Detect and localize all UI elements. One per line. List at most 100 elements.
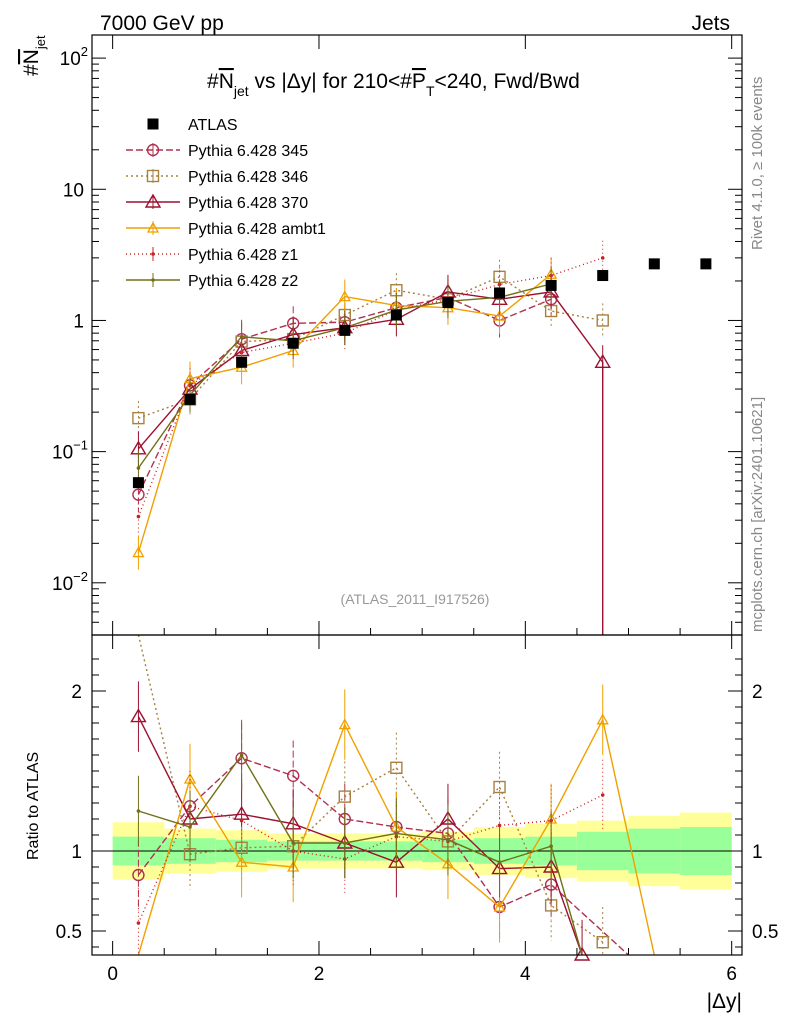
main-y-tick-label: 10−1 (52, 438, 88, 464)
title-t-sub: T (426, 83, 435, 99)
axes-ticks: 0 2 4 6 10−2 10−1 1 10 102 0.5 0.5 1 1 2 2 (52, 35, 778, 985)
watermark: (ATLAS_2011_I917526) (341, 591, 490, 607)
series-point-main (239, 335, 244, 339)
legend-label: Pythia 6.428 346 (188, 169, 308, 186)
ylabel-sub: jet (33, 35, 48, 50)
series-point-ratio (549, 844, 553, 848)
title-p: P (412, 70, 426, 93)
series-point-ratio (596, 713, 609, 725)
x-tick-label: 4 (520, 964, 531, 985)
title-jet-sub: jet (233, 83, 249, 99)
data-point (390, 309, 402, 321)
series-point-ratio (291, 841, 295, 845)
ratio-y-label: Ratio to ATLAS (25, 752, 42, 860)
x-axis-label: |Δy| (707, 990, 742, 1013)
series-point-ratio (235, 855, 248, 867)
legend-marker (146, 221, 160, 233)
data-point (597, 270, 609, 282)
series-line-main (137, 257, 603, 517)
series-point-ratio (497, 823, 502, 828)
series-point-main (338, 290, 351, 302)
ratio-y-tick-label-right: 2 (752, 682, 763, 703)
title-mid: vs |Δy| for 210<# (249, 70, 413, 93)
series-point-ratio (342, 841, 347, 845)
series-point-main (132, 411, 145, 425)
series-line-ratio (137, 634, 604, 943)
legend-marker (151, 278, 155, 282)
series-point-ratio (130, 708, 147, 723)
legend-label: Pythia 6.428 345 (188, 143, 308, 160)
series-point-ratio (493, 780, 506, 794)
x-tick-label: 0 (107, 964, 118, 985)
legend-marker (146, 169, 160, 183)
title-n: N (219, 70, 234, 93)
data-point (648, 258, 660, 270)
main-y-tick-label: 10 (63, 180, 84, 201)
plot-title: #Njet vs |Δy| for 210<#PT<240, Fwd/Bwd (207, 70, 580, 99)
legend-marker (147, 118, 159, 130)
series-point-main (493, 309, 506, 321)
data-point (132, 477, 144, 489)
legend-marker (151, 252, 155, 256)
legend-label: Pythia 6.428 ambt1 (188, 221, 326, 238)
header-left: 7000 GeV pp (100, 12, 224, 35)
series-point-ratio (596, 936, 609, 949)
series-point-main (594, 353, 611, 368)
title-hash: # (207, 70, 219, 93)
series-line-ratio (138, 753, 583, 956)
side-label-top: Rivet 4.1.0, ≥ 100k events (749, 77, 766, 250)
series-point-ratio (239, 753, 244, 757)
y-axis-label: #Njet (20, 35, 48, 76)
data-point (339, 324, 351, 336)
series-point-ratio (286, 769, 300, 782)
series-point-ratio (573, 946, 591, 961)
ratio-plot-frame (91, 634, 743, 956)
ratio-y-tick-label-right: 1 (752, 842, 763, 863)
ratio-y-tick-label: 0.5 (56, 922, 82, 943)
series-point-ratio (136, 921, 141, 925)
series-point-ratio (338, 718, 351, 730)
series-point-main (600, 256, 605, 260)
svg-text:#Njet: #Njet (20, 35, 48, 76)
data-point (545, 279, 557, 291)
series-point-ratio (497, 860, 502, 864)
data-point (236, 356, 248, 368)
legend-marker (144, 193, 162, 208)
x-tick-label: 2 (314, 964, 325, 985)
legend: ATLAS Pythia 6.428 345 Pythia 6.428 346 Pyt… (126, 117, 326, 290)
legend-label: Pythia 6.428 370 (188, 195, 308, 212)
series-line-ratio (137, 716, 583, 956)
ratio-y-tick-label: 1 (71, 842, 82, 863)
data-point (442, 297, 454, 309)
main-y-tick-label: 102 (60, 44, 88, 70)
title-end: <240, Fwd/Bwd (435, 70, 580, 93)
series-point-main (136, 514, 141, 519)
series-point-ratio (338, 790, 351, 803)
ratio-y-tick-label-right: 0.5 (752, 922, 778, 943)
legend-label: Pythia 6.428 z2 (188, 273, 298, 290)
data-point (184, 393, 196, 405)
legend-label: Pythia 6.428 z1 (188, 247, 298, 264)
series-point-ratio (239, 818, 244, 823)
main-y-tick-label: 10−2 (52, 569, 88, 595)
ratio-y-tick-label: 2 (71, 682, 82, 703)
x-tick-label: 6 (726, 964, 737, 985)
header-right: Jets (691, 12, 730, 35)
legend-label: ATLAS (188, 117, 238, 134)
series-point-ratio (600, 793, 605, 797)
side-label-bottom: mcplots.cern.ch [arXiv:2401.10621] (749, 397, 766, 632)
series-line-ratio (137, 757, 629, 956)
main-y-tick-label: 1 (73, 311, 84, 332)
series-point-ratio (394, 831, 399, 836)
series-layer (130, 240, 655, 961)
series-point-ratio (136, 809, 141, 813)
series-point-ratio (132, 868, 145, 882)
series-point-ratio (446, 838, 450, 842)
ylabel-hash: # (20, 64, 43, 76)
series-point-ratio (390, 761, 403, 774)
series-point-ratio (188, 825, 192, 829)
series-point-main (596, 314, 609, 327)
data-point (494, 287, 506, 299)
